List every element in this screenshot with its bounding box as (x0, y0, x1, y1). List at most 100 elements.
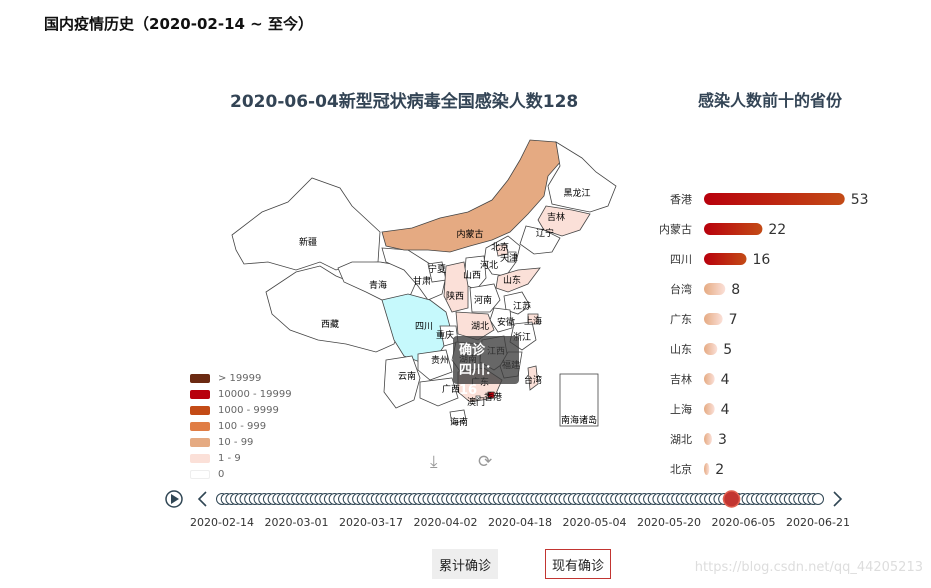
bar-value-label: 2 (715, 462, 724, 478)
bar-category-label: 吉林 (670, 372, 692, 386)
bar-内蒙古[interactable] (704, 223, 763, 235)
map-label: 甘肃 (413, 275, 431, 287)
timeline-label: 2020-04-02 (414, 516, 478, 529)
bar-chart-title: 感染人数前十的省份 (698, 91, 843, 110)
timeline-current-marker[interactable] (722, 490, 741, 508)
province-yunnan[interactable] (383, 355, 421, 409)
bar-value-label: 16 (752, 252, 770, 268)
province-gansu[interactable] (381, 247, 447, 301)
province-jiangsu[interactable] (503, 291, 531, 315)
map-label: 湖北 (471, 321, 489, 332)
chevron-left-icon[interactable] (197, 491, 207, 507)
bar-北京[interactable] (704, 463, 710, 475)
legend-swatch (190, 437, 210, 447)
timeline-label: 2020-06-21 (786, 516, 850, 529)
legend-swatch (190, 373, 210, 383)
bar-category-label: 香港 (670, 193, 692, 206)
province-jilin[interactable] (537, 205, 591, 237)
legend-item[interactable]: 1 - 9 (190, 450, 292, 466)
province-macau[interactable] (475, 395, 481, 401)
bar-category-label: 北京 (670, 462, 692, 476)
chevron-right-icon[interactable] (833, 491, 843, 507)
timeline-tick[interactable] (812, 493, 824, 505)
bar-上海[interactable] (704, 403, 715, 415)
province-qinghai[interactable] (337, 261, 419, 307)
legend-label: 10 - 99 (218, 436, 254, 448)
province-henan[interactable] (469, 283, 501, 313)
total-confirmed-button[interactable]: 累计确诊 (432, 549, 498, 579)
bar-category-label: 湖北 (670, 433, 692, 446)
legend-label: 100 - 999 (218, 420, 267, 432)
bar-category-label: 上海 (670, 402, 692, 416)
timeline-label: 2020-05-20 (637, 516, 701, 529)
legend-label: > 19999 (218, 372, 262, 384)
timeline-label: 2020-02-14 (190, 516, 254, 529)
bar-香港[interactable] (704, 193, 845, 205)
map-label: 河南 (474, 294, 492, 306)
legend-item[interactable]: 0 (190, 466, 292, 482)
map-label: 山东 (503, 274, 521, 286)
bar-湖北[interactable] (704, 433, 712, 445)
province-xinjiang[interactable] (231, 177, 381, 271)
page-heading: 国内疫情历史（2020-02-14 ~ 至今） (44, 15, 313, 33)
download-icon[interactable]: ⤓ (430, 452, 438, 472)
province-hainan[interactable] (449, 409, 467, 425)
map-label: 云南 (398, 370, 416, 382)
bar-吉林[interactable] (704, 373, 715, 385)
province-heilongjiang[interactable] (547, 141, 617, 213)
china-map[interactable] (231, 139, 617, 425)
map-label: 广西 (442, 383, 460, 395)
map-label: 香港 (484, 391, 502, 403)
bar-value-label: 4 (721, 402, 730, 418)
play-icon[interactable] (165, 490, 183, 508)
bar-台湾[interactable] (704, 283, 726, 295)
legend-label: 0 (218, 468, 225, 480)
bar-value-label: 22 (768, 222, 786, 238)
timeline[interactable]: 2020-02-14 2020-03-01 2020-03-17 2020-04-02… (165, 490, 850, 529)
refresh-icon[interactable]: ⟳ (478, 452, 493, 472)
province-liaoning[interactable] (519, 225, 561, 255)
province-hubei[interactable] (455, 311, 495, 341)
tooltip-value: 四川：16 (459, 363, 499, 398)
bar-chart: 香港 53 内蒙古 22 四川 16 台湾 8 广东 7 山东 5 吉林 4 上海 4 湖北 3 北京 2 (659, 192, 869, 478)
map-label: 重庆 (436, 329, 454, 341)
legend-item[interactable]: 10 - 99 (190, 434, 292, 450)
current-confirmed-button[interactable]: 现有确诊 (545, 549, 611, 579)
map-label: 天津 (500, 253, 518, 264)
province-neimenggu[interactable] (381, 139, 563, 253)
timeline-label: 2020-03-17 (339, 516, 403, 529)
province-shandong[interactable] (495, 267, 541, 293)
legend-item[interactable]: > 19999 (190, 370, 292, 386)
province-anhui[interactable] (489, 307, 513, 333)
bar-category-label: 台湾 (670, 282, 692, 296)
legend-swatch (190, 469, 210, 479)
map-label: 四川 (415, 322, 433, 332)
watermark: https://blog.csdn.net/qq_44205213 (694, 560, 923, 575)
map-label: 黑龙江 (563, 187, 590, 199)
legend-item[interactable]: 100 - 999 (190, 418, 292, 434)
map-label: 江苏 (513, 300, 531, 312)
bar-category-label: 广东 (670, 313, 692, 326)
map-label: 新疆 (299, 236, 317, 248)
legend-item[interactable]: 10000 - 19999 (190, 386, 292, 402)
bar-四川[interactable] (704, 253, 747, 265)
visual-map-legend[interactable]: > 19999 10000 - 19999 1000 - 9999 100 - … (190, 370, 292, 482)
province-hongkong[interactable] (487, 391, 495, 399)
province-guizhou[interactable] (417, 349, 453, 381)
south-china-sea-inset (559, 373, 599, 427)
legend-item[interactable]: 1000 - 9999 (190, 402, 292, 418)
province-shanghai[interactable] (527, 313, 539, 325)
province-tianjin[interactable] (507, 251, 517, 263)
map-label: 海南 (450, 416, 468, 428)
province-taiwan[interactable] (527, 365, 539, 391)
bar-广东[interactable] (704, 313, 723, 325)
bar-山东[interactable] (704, 343, 718, 355)
province-shaanxi[interactable] (443, 261, 469, 313)
bar-value-label: 5 (723, 342, 732, 358)
timeline-label: 2020-03-01 (265, 516, 329, 529)
province-guangxi[interactable] (419, 377, 459, 407)
timeline-label: 2020-06-05 (712, 516, 776, 529)
province-hebei[interactable] (483, 235, 521, 277)
